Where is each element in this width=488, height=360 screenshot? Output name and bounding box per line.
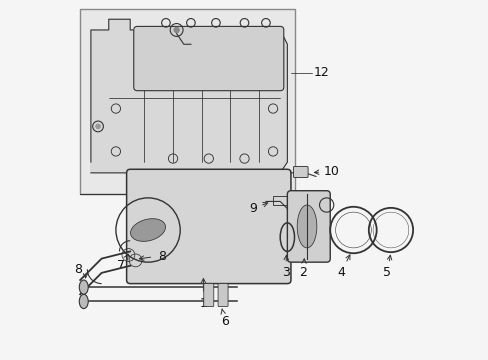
FancyBboxPatch shape bbox=[80, 9, 294, 194]
Circle shape bbox=[95, 123, 101, 129]
Text: 12: 12 bbox=[313, 66, 329, 79]
Ellipse shape bbox=[297, 205, 316, 248]
Text: 9: 9 bbox=[249, 202, 267, 215]
FancyBboxPatch shape bbox=[203, 284, 213, 306]
Text: 11: 11 bbox=[154, 45, 174, 63]
Text: 10: 10 bbox=[314, 165, 339, 177]
Ellipse shape bbox=[79, 294, 88, 309]
Polygon shape bbox=[91, 19, 287, 173]
Text: 8: 8 bbox=[158, 250, 166, 263]
FancyBboxPatch shape bbox=[287, 191, 329, 262]
Text: 7: 7 bbox=[117, 254, 128, 272]
FancyBboxPatch shape bbox=[134, 26, 283, 91]
Text: 3: 3 bbox=[281, 255, 289, 279]
Text: 8: 8 bbox=[74, 263, 82, 276]
Text: 6: 6 bbox=[221, 309, 228, 328]
FancyBboxPatch shape bbox=[293, 166, 307, 177]
Text: 1: 1 bbox=[199, 279, 207, 310]
Ellipse shape bbox=[79, 280, 88, 294]
Text: 4: 4 bbox=[336, 255, 349, 279]
Text: 2: 2 bbox=[299, 259, 307, 279]
Circle shape bbox=[173, 27, 180, 33]
Text: 5: 5 bbox=[383, 255, 391, 279]
FancyBboxPatch shape bbox=[126, 169, 290, 284]
Bar bbox=[272, 196, 287, 205]
Ellipse shape bbox=[130, 219, 165, 241]
FancyBboxPatch shape bbox=[218, 284, 227, 306]
